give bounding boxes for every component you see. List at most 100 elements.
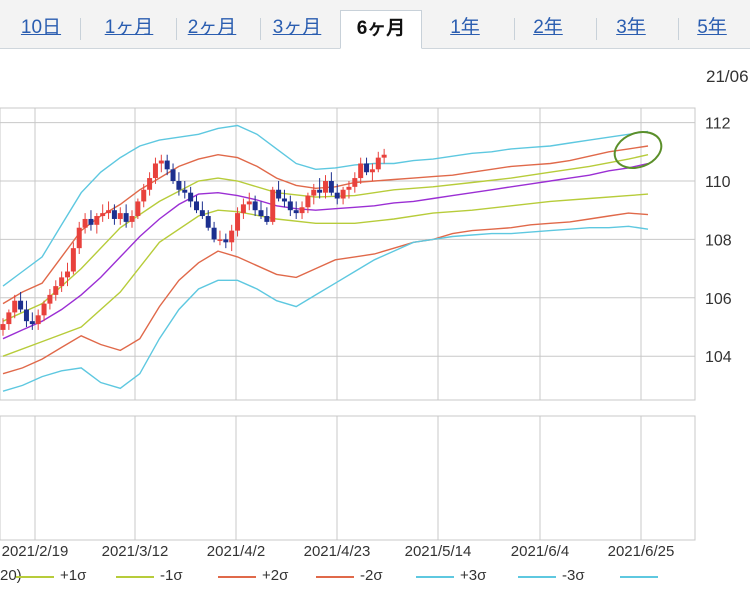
tab-3[interactable]: 3ヶ月: [272, 17, 322, 38]
candle-body: [141, 189, 147, 202]
candle-body: [205, 216, 211, 228]
candle-body: [158, 160, 164, 164]
candle-body: [235, 213, 241, 231]
candle-body: [223, 239, 229, 243]
legend-swatch: [620, 576, 658, 578]
candle-body: [346, 186, 352, 190]
legend-swatch: [218, 576, 256, 578]
legend-swatch: [416, 576, 454, 578]
candle-body: [41, 303, 47, 316]
candle-body: [381, 154, 387, 158]
tab-0[interactable]: 10日: [20, 17, 62, 38]
candle-body: [152, 163, 158, 179]
candle-body: [59, 277, 65, 287]
candle-body: [35, 315, 41, 325]
period-tab-bar: 10日 1ヶ月 2ヶ月 3ヶ月 6ヶ月 1年 2年 3年 5年: [0, 0, 750, 49]
candle-body: [100, 213, 106, 217]
candle-body: [129, 216, 135, 222]
candle-body: [6, 312, 12, 325]
candle-body: [199, 210, 205, 217]
candle-body: [264, 216, 270, 222]
candle-body: [182, 189, 188, 193]
candle-body: [76, 227, 82, 249]
candle-body: [317, 189, 323, 193]
x-tick-label: 2021/2/19: [2, 543, 69, 560]
candle-body: [94, 216, 100, 225]
candle-body: [211, 227, 217, 240]
candle-body: [47, 294, 53, 304]
candle-body: [217, 239, 223, 241]
candle-body: [340, 189, 346, 199]
legend-label: -1σ: [160, 567, 183, 584]
candle-body: [328, 181, 334, 193]
candle-body: [176, 181, 182, 190]
candle-body: [88, 218, 94, 225]
candle-body: [258, 210, 264, 217]
candle-body: [29, 321, 35, 325]
band-line-plus3sigma: [2, 124, 649, 287]
candle-body: [123, 213, 129, 222]
tab-separator: [596, 18, 597, 40]
legend-label: 20): [0, 567, 22, 584]
candle-body: [106, 210, 112, 214]
candle-body: [299, 207, 305, 214]
candle-body: [281, 198, 287, 202]
legend-swatch: [16, 576, 54, 578]
y-tick-label: 112: [705, 116, 731, 133]
x-tick-label: 2021/6/4: [511, 543, 569, 560]
candle-body: [12, 300, 18, 313]
candle-body: [82, 218, 88, 228]
x-tick-label: 2021/4/2: [207, 543, 265, 560]
x-tick-label: 2021/6/25: [608, 543, 675, 560]
y-tick-label: 104: [705, 349, 732, 366]
tab-7[interactable]: 3年: [616, 17, 646, 38]
candle-body: [53, 286, 59, 295]
band-line-plus1sigma: [2, 154, 649, 322]
candle-body: [194, 201, 199, 211]
candle-body: [364, 163, 370, 173]
legend-swatch: [316, 576, 354, 578]
band-line-minus2sigma: [2, 212, 649, 375]
band-line-plus2sigma: [2, 145, 649, 305]
candle-body: [287, 201, 293, 211]
candle-body: [246, 201, 252, 205]
tab-2[interactable]: 2ヶ月: [187, 17, 237, 38]
candle-body: [252, 201, 258, 211]
y-tick-label: 106: [705, 291, 732, 308]
tab-8[interactable]: 5年: [697, 17, 727, 38]
legend-label: -2σ: [360, 567, 383, 584]
candle-body: [188, 192, 194, 202]
candle-body: [375, 157, 381, 170]
candle-body: [358, 163, 364, 179]
y-tick-label: 108: [705, 232, 732, 249]
candle-body: [311, 189, 317, 196]
candle-body: [164, 160, 170, 170]
legend-label: +1σ: [60, 567, 87, 584]
candle-body: [0, 324, 6, 330]
candle-body: [229, 230, 235, 243]
legend: 20) +1σ -1σ +2σ -2σ +3σ -3σ: [0, 567, 750, 589]
tab-separator: [80, 18, 81, 40]
tab-6[interactable]: 2年: [533, 17, 563, 38]
tab-5[interactable]: 1年: [450, 17, 480, 38]
tab-1[interactable]: 1ヶ月: [104, 17, 154, 38]
candle-body: [170, 169, 176, 181]
candle-body: [65, 271, 70, 278]
tab-separator: [514, 18, 515, 40]
candle-body: [240, 204, 246, 214]
highlight-ellipse: [613, 131, 663, 169]
y-tick-label: 110: [705, 174, 731, 191]
candle-body: [117, 213, 123, 219]
candle-body: [270, 189, 276, 222]
tab-4[interactable]: 6ヶ月: [340, 10, 422, 49]
candle-body: [323, 181, 328, 193]
tab-separator: [260, 18, 261, 40]
price-panel-frame: [0, 107, 696, 401]
candle-body: [334, 192, 340, 199]
candle-body: [135, 201, 141, 217]
legend-label: +2σ: [262, 567, 289, 584]
legend-swatch: [116, 576, 154, 578]
candle-body: [352, 178, 358, 187]
legend-label: +3σ: [460, 567, 487, 584]
candle-body: [18, 300, 24, 310]
